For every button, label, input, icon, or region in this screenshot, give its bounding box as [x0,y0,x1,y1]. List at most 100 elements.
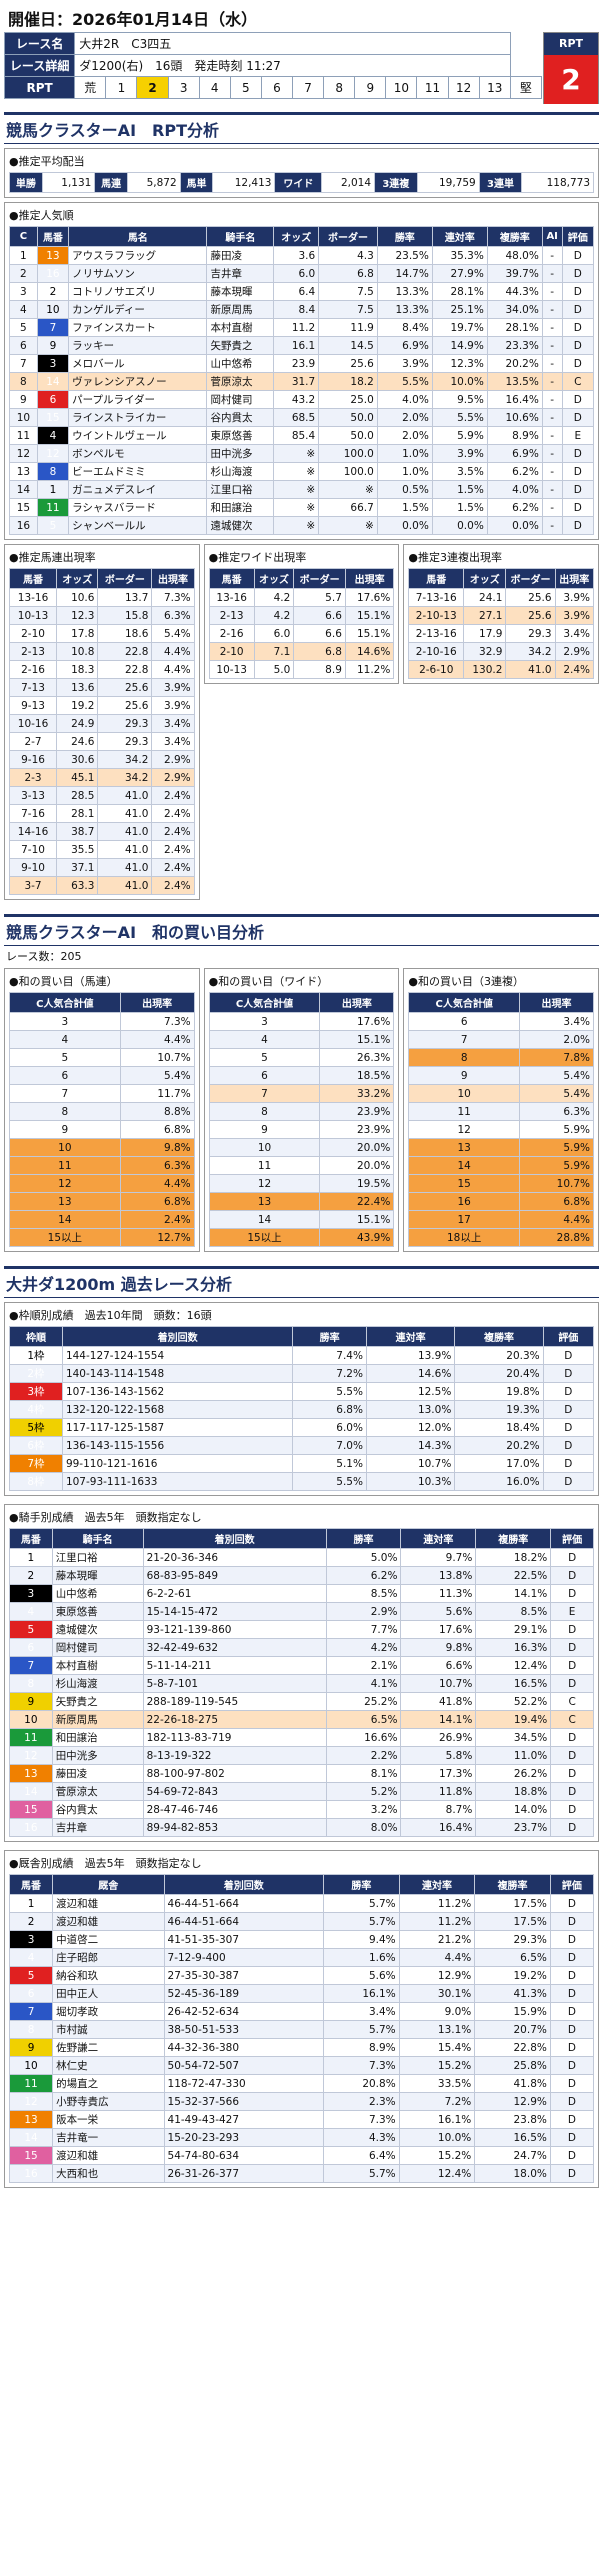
table-cell: パープルライダー [68,390,208,409]
table-cell: D [561,354,595,373]
rpt-cell: 4 [198,76,231,99]
column-header: 騎手名 [51,1528,144,1549]
column-header: 勝率 [325,1528,402,1549]
table-cell: 11.7% [119,1084,195,1103]
rpt-cell: 5 [229,76,262,99]
table-cell: 32.9 [463,642,507,661]
table-cell: 93-121-139-860 [142,1620,327,1639]
column-header: 騎手名 [206,226,275,247]
table-row: 9-13 19.2 25.6 3.9% [8,696,195,715]
table-cell: 8 [8,2020,54,2039]
table-cell: 50-54-72-507 [163,2056,325,2075]
table-cell: C [561,372,595,391]
table-cell: 3.5% [431,462,488,481]
table-cell: 5.4% [518,1084,595,1103]
table-cell: 25.6 [97,678,153,697]
table-cell: 11.2% [344,660,395,679]
table-cell: 6.0 [273,264,320,283]
table-cell: 本村直樹 [206,318,275,337]
table-cell: 19.2 [56,696,99,715]
table-cell: 22.5% [475,1566,552,1585]
table-cell: 50.0 [318,426,378,445]
table-row: 11 4 ウイントルヴェール 東原悠善 85.4 50.0 2.0% 5.9% 8.9% - E [9,426,595,445]
table-cell: 13.8% [400,1566,477,1585]
wide-box: ●推定ワイド出現率 馬番 オッズ ボーダー 出現率 13-16 4.2 5.7 17.6% 2-1… [203,544,400,684]
table-cell: 4.0% [376,390,433,409]
table-cell: 14 [8,2128,54,2147]
table-cell: 2.9% [554,642,595,661]
table-cell: 6 [9,1066,121,1085]
table-cell: 14.9% [431,336,488,355]
table-cell: ラッキー [68,336,208,355]
table-cell: 8.8% [119,1102,195,1121]
header-row: 馬番 騎手名 着別回数 勝率 連対率 複勝率 評価 [9,1528,594,1549]
table-cell: 10.7% [400,1674,477,1693]
table-cell: 52-45-36-189 [163,1984,325,2003]
table-row: 13 8 ビーエムドミミ 杉山海渡 ※ 100.0 1.0% 3.5% 6.2% - D [9,462,595,481]
table-cell: 23.8% [474,2110,551,2129]
table-cell: 10.7% [119,1048,195,1067]
table-cell: 13 [9,1764,53,1783]
table-row: 11 的場直之 118-72-47-330 20.8% 33.5% 41.8% D [8,2074,595,2093]
waku-table: 枠順 着別回数 勝率 連対率 複勝率 評価 1枠 144-127-124-1554 7.4% 13… [9,1326,595,1491]
column-header: 連対率 [365,1326,456,1347]
race-name: 大井2R C3四五 [74,32,511,55]
table-cell: 8.5% [325,1584,402,1603]
table-cell: 6 [9,336,38,355]
table-cell: 22.8 [97,642,153,661]
table-cell: 11.2% [398,1912,476,1931]
race-count: レース数：205 [6,950,82,963]
table-row: 12 19.5% [208,1174,395,1193]
table-row: 11 和田譲治 182-113-83-719 16.6% 26.9% 34.5% D [9,1728,594,1747]
table-row: 2-13-16 17.9 29.3 3.4% [408,624,595,643]
table-cell: 小野寺貴広 [52,2092,165,2111]
table-cell: 9.8% [400,1638,477,1657]
table-cell: 1.6% [323,1948,400,1967]
table-cell: 30.1% [398,1984,476,2003]
table-cell: 8 [408,1048,520,1067]
header-row: 馬番 オッズ ボーダー 出現率 [208,568,395,589]
table-cell: 13.1% [398,2020,476,2039]
table-row: 7-13 13.6 25.6 3.9% [8,678,195,697]
header-row: 馬番 厩舎 着別回数 勝率 連対率 複勝率 評価 [8,1874,595,1895]
table-cell: 4.3 [318,246,378,265]
table-cell: 41.0 [505,660,556,679]
table-cell: 5.5% [431,408,488,427]
table-cell: 85.4 [273,426,320,445]
rpt-cell: 13 [478,76,511,99]
table-cell: 24.9 [56,714,99,733]
table-cell: 7.4% [292,1346,367,1365]
table-cell: D [550,1584,594,1603]
trainer-box: ●厩舎別成績 過去5年 頭数指定なし 馬番 厩舎 着別回数 勝率 連対率 複勝率 評価 1 渡辺和… [4,1850,599,2188]
payout-value: 2,014 [321,172,376,193]
table-cell: 22.8% [474,2038,551,2057]
table-cell: 11.3% [400,1584,477,1603]
rpt-box: RPT 2 [543,32,599,104]
table-cell: 新原周馬 [206,300,275,319]
table-cell: 藤本現暉 [51,1566,144,1585]
rpt-box-label: RPT [544,33,598,55]
table-row: 3 17.6% [208,1012,395,1031]
table-cell: 8-13-19-322 [142,1746,327,1765]
table-cell: 本村直樹 [51,1656,144,1675]
table-row: 2-16 18.3 22.8 4.4% [8,660,195,679]
table-cell: 136-143-115-1556 [61,1436,294,1455]
table-cell: D [561,444,595,463]
table-cell: 7.3% [151,588,195,607]
column-header: AI [541,226,563,247]
table-row: 15 11 ラシャスバラード 和田譲治 ※ 66.7 1.5% 1.5% 6.2% - D [9,498,595,517]
table-cell: 288-189-119-545 [142,1692,327,1711]
table-cell: 25.6 [97,696,153,715]
table-cell: 14.7% [376,264,433,283]
wa-umaren-table: C人気合計値 出現率 3 7.3% 4 4.4% 5 10.7% 6 5.4% 7 11.7% 8 8.8… [9,992,195,1247]
table-cell: 2 [36,282,70,301]
table-cell: ※ [273,444,320,463]
table-cell: 2-13-16 [408,624,465,643]
table-cell: 7 [8,2002,54,2021]
table-cell: 8枠 [9,1472,63,1491]
column-header: 複勝率 [486,226,543,247]
header-row: 馬番 オッズ ボーダー 出現率 [408,568,595,589]
table-cell: 10 [408,1084,520,1103]
table-cell: 4.2 [253,606,295,625]
table-cell: 16 [408,1192,520,1211]
